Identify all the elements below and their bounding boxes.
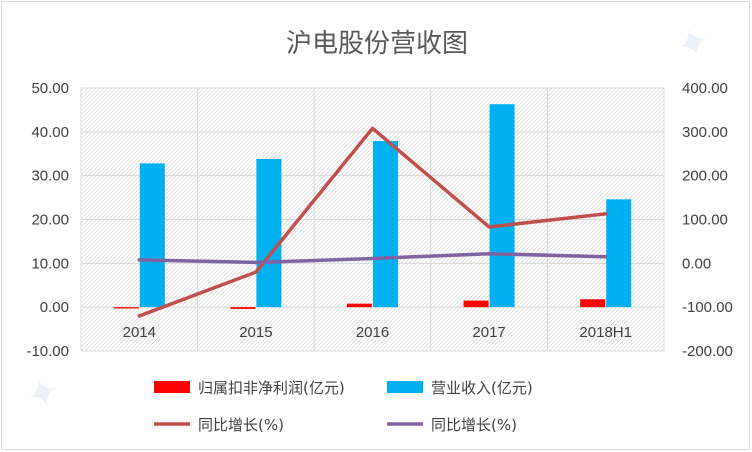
left-tick-label: 40.00 (31, 124, 69, 141)
bar-net-profit (463, 300, 489, 308)
legend-swatch (154, 381, 190, 393)
bar-net-profit (580, 299, 606, 308)
legend-label: 同比增长(%) (431, 416, 517, 434)
right-tick-label: -100.00 (682, 299, 733, 316)
chart-title: 沪电股份营收图 (286, 29, 468, 59)
left-tick-label: 10.00 (31, 255, 69, 272)
bar-revenue (606, 199, 632, 308)
left-tick-label: 20.00 (31, 212, 69, 229)
line-growth-2 (137, 251, 608, 265)
svg-text:✦: ✦ (20, 367, 67, 422)
svg-text:✦: ✦ (670, 17, 717, 72)
right-tick-label: 0.00 (682, 255, 711, 272)
right-tick-label: 400.00 (682, 80, 728, 97)
bar-net-profit (113, 307, 139, 309)
bar-revenue (489, 104, 515, 308)
line-series (137, 126, 608, 318)
right-tick-label: -200.00 (682, 343, 733, 360)
legend-swatch (387, 381, 423, 393)
left-axis: -10.00 0.00 10.00 20.00 30.00 40.00 50.00 (26, 80, 69, 360)
legend: 归属扣非净利润(亿元) 营业收入(亿元) 同比增长(%) 同比增长(%) (154, 379, 533, 434)
right-tick-label: 300.00 (682, 124, 728, 141)
bar-revenue (139, 163, 165, 308)
legend-label: 归属扣非净利润(亿元) (198, 379, 345, 397)
category-label: 2014 (123, 324, 156, 341)
category-label: 2015 (239, 324, 272, 341)
bar-net-profit (230, 307, 256, 309)
right-axis: -200.00 -100.00 0.00 100.00 200.00 300.00 400.… (682, 80, 733, 360)
category-label: 2017 (472, 324, 505, 341)
bar-net-profit (347, 303, 372, 308)
left-tick-label: 50.00 (31, 80, 69, 97)
right-tick-label: 100.00 (682, 212, 728, 229)
bar-revenue (256, 159, 282, 308)
left-tick-label: 0.00 (40, 299, 69, 316)
category-labels: 2014 2015 2016 2017 2018H1 (123, 324, 632, 341)
legend-label: 营业收入(亿元) (431, 379, 533, 397)
bar-series (113, 104, 632, 309)
legend-label: 同比增长(%) (198, 416, 284, 434)
line-growth-1 (137, 126, 608, 318)
left-tick-label: -10.00 (26, 343, 69, 360)
category-label: 2018H1 (579, 324, 632, 341)
category-label: 2016 (356, 324, 389, 341)
right-tick-label: 200.00 (682, 168, 728, 185)
left-tick-label: 30.00 (31, 168, 69, 185)
bar-revenue (373, 141, 398, 308)
